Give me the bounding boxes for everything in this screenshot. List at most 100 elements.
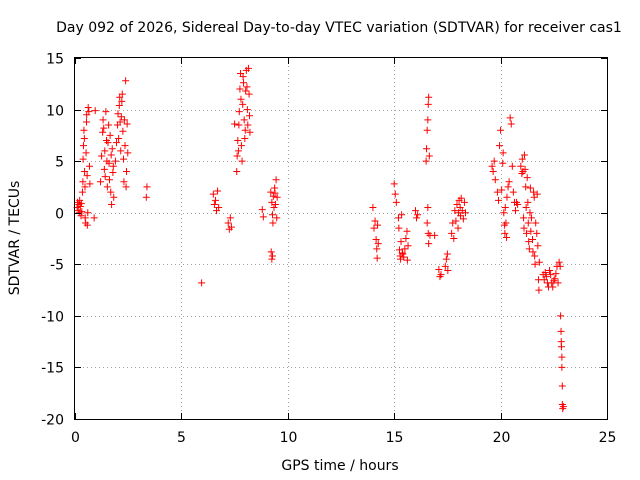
x-tick-label: 20 [493,430,511,446]
data-point [525,238,533,246]
data-point [80,134,88,142]
data-point [143,183,151,191]
data-point [443,250,451,258]
data-point [397,238,405,246]
data-point [82,118,90,126]
data-point [79,155,87,163]
data-point [99,116,107,124]
data-point [109,162,117,170]
data-point [101,147,109,155]
data-point [369,204,377,212]
data-point [245,112,253,120]
data-point [235,108,243,116]
data-point [423,219,431,227]
data-point [514,200,522,208]
data-point [234,137,242,145]
data-point [211,196,219,204]
data-point [507,120,515,128]
data-point [398,211,406,219]
data-point [535,286,543,294]
data-point [85,108,93,116]
data-point [122,167,130,175]
data-point [554,279,562,287]
data-point [558,353,566,361]
data-point [234,147,242,155]
data-point [498,186,506,194]
data-point [520,151,528,159]
data-point [117,113,125,121]
data-point [120,116,128,124]
data-point [493,188,501,196]
data-point [110,193,118,201]
data-point [273,214,281,222]
data-point [496,142,504,150]
data-point [504,183,512,191]
data-point [527,214,535,222]
data-point [505,178,513,186]
data-point [271,189,279,197]
data-point [450,235,458,242]
x-tick-labels: 0 5 10 15 20 25 [71,430,616,446]
data-point [558,382,566,390]
data-point [452,217,460,225]
x-tick-label: 0 [71,430,80,446]
data-point [444,266,452,274]
data-point [526,209,534,217]
data-point [530,193,538,201]
data-point [494,196,502,204]
data-point [118,90,126,98]
data-point [503,233,511,241]
data-point [244,121,252,129]
data-point [91,107,99,115]
data-point [269,219,277,227]
data-point [557,338,565,346]
data-point [242,87,250,95]
data-point [525,245,533,253]
data-point [423,126,431,134]
data-point [122,77,130,85]
data-point [231,120,239,128]
data-point [547,271,555,279]
data-point [454,224,462,232]
data-point [549,283,557,291]
x-tick-label: 15 [386,430,404,446]
data-point [499,159,507,167]
data-point [431,231,439,239]
data-point [233,167,241,175]
data-point [268,255,276,263]
data-point [83,172,91,180]
y-tick-labels: -20 -15 -10 -5 0 5 10 15 [41,52,64,429]
data-point [541,269,549,277]
data-point [442,255,450,263]
data-point [271,200,279,208]
data-point [80,126,88,134]
data-point [272,176,280,184]
data-point [374,240,382,248]
data-point [395,224,403,232]
y-tick-label: 0 [55,207,64,223]
data-point [81,183,89,191]
data-point [243,83,251,91]
data-point [112,139,120,147]
data-point [394,214,402,222]
data-point [423,145,431,153]
data-point [117,147,125,155]
data-point [241,134,249,142]
data-point [491,176,499,184]
data-point [401,245,409,253]
data-point [77,199,85,207]
data-point [424,100,432,108]
data-point [532,219,540,227]
axis-ticks [75,58,608,420]
data-point [402,235,410,242]
x-axis-label: GPS time / hours [281,458,398,474]
data-point [404,242,412,250]
data-point [403,227,411,235]
data-point [555,258,563,266]
data-point [459,215,467,223]
data-point [80,142,88,150]
data-point [400,253,408,261]
data-point [414,211,422,219]
data-point [269,192,277,200]
data-point [489,167,497,175]
